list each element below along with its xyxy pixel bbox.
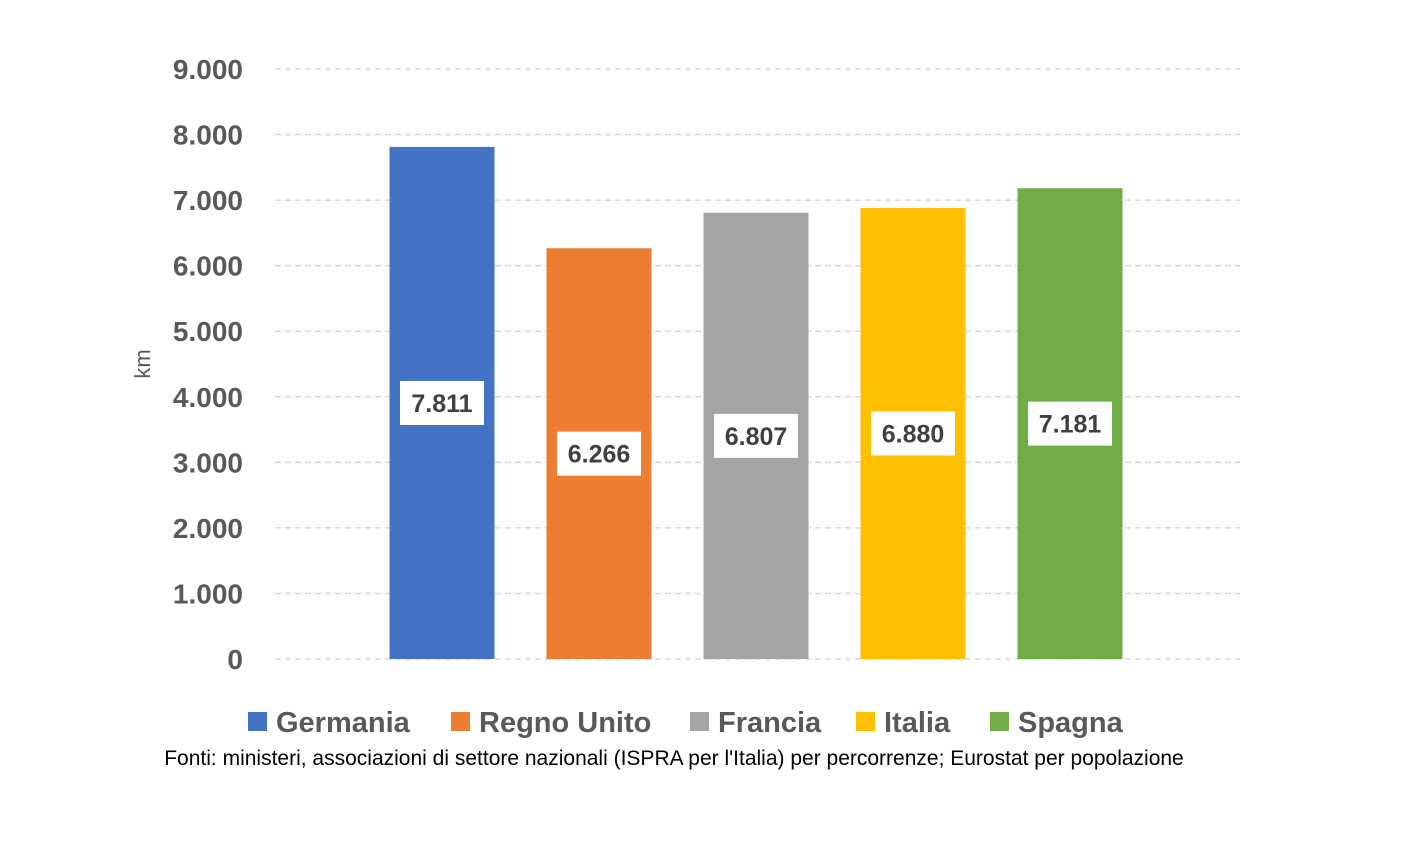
legend-swatch [856, 712, 875, 731]
data-label-box [1028, 401, 1112, 446]
data-label-box [714, 413, 798, 458]
legend-label: Germania [276, 707, 411, 739]
data-label-box [400, 380, 484, 425]
y-axis-label: km [130, 349, 155, 378]
data-label-box [871, 411, 955, 456]
y-tick-label: 3.000 [173, 447, 243, 478]
legend-label: Francia [718, 707, 822, 739]
y-tick-label: 7.000 [173, 185, 243, 216]
y-tick-label: 6.000 [173, 251, 243, 282]
y-tick-label: 8.000 [173, 120, 243, 151]
data-label-box [557, 431, 641, 476]
data-label: 6.807 [725, 423, 788, 451]
legend: Germania Regno Unito Francia Italia Spagna [248, 707, 1124, 739]
y-tick-label: 9.000 [173, 54, 243, 85]
y-tick-label: 0 [227, 644, 243, 675]
data-label: 7.181 [1039, 411, 1102, 439]
legend-swatch [990, 712, 1009, 731]
y-tick-label: 1.000 [173, 578, 243, 609]
legend-swatch [690, 712, 709, 731]
legend-label: Italia [884, 707, 951, 739]
data-label: 6.266 [568, 441, 631, 469]
legend-swatch [451, 712, 470, 731]
data-label: 7.811 [411, 390, 472, 418]
y-tick-label: 2.000 [173, 513, 243, 544]
legend-label: Regno Unito [479, 707, 651, 739]
y-axis-ticks: 0 1.000 2.000 3.000 4.000 5.000 6.000 7.000 8.00… [173, 54, 243, 675]
bars-layer [389, 146, 1123, 660]
y-tick-label: 5.000 [173, 316, 243, 347]
legend-swatch [248, 712, 267, 731]
data-labels-layer: 7.811 6.266 6.807 6.880 7.181 [400, 380, 1112, 476]
y-tick-label: 4.000 [173, 382, 243, 413]
legend-label: Spagna [1018, 707, 1124, 739]
data-label: 6.880 [882, 420, 945, 448]
source-note: Fonti: ministeri, associazioni di settor… [164, 747, 1184, 770]
